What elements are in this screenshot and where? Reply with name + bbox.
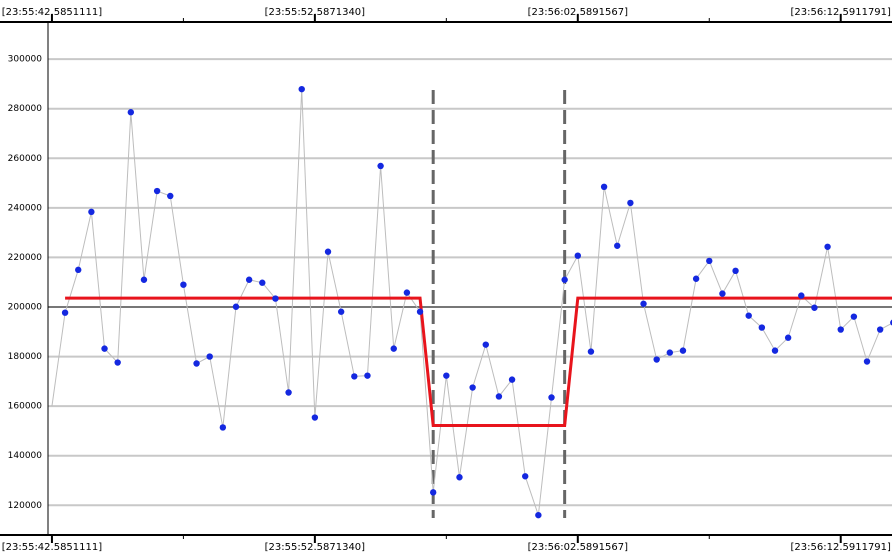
data-point xyxy=(666,349,674,356)
axes: 120000 140000 160000 180000 200000 220000 2400… xyxy=(0,7,892,553)
data-point xyxy=(61,309,69,316)
data-point xyxy=(324,248,332,255)
y-tick-label: 220000 xyxy=(8,253,43,263)
data-point xyxy=(692,275,700,282)
data-point xyxy=(732,267,739,275)
grid xyxy=(48,58,892,507)
data-point xyxy=(653,356,660,363)
data-point xyxy=(298,85,305,93)
segment-mean-line xyxy=(65,296,892,427)
data-point xyxy=(272,295,279,302)
data-point xyxy=(745,312,752,319)
data-point xyxy=(824,243,831,250)
data-point xyxy=(337,308,345,315)
data-point xyxy=(535,511,542,519)
data-point xyxy=(548,394,555,401)
data-point xyxy=(259,279,266,286)
data-point xyxy=(469,384,476,391)
data-point xyxy=(522,473,529,480)
x-tick-label: [23:56:12.5911791] xyxy=(791,542,892,553)
data-point xyxy=(811,304,818,311)
data-point xyxy=(232,303,240,310)
data-point xyxy=(561,276,568,283)
data-point xyxy=(390,345,397,352)
data-point xyxy=(153,187,161,195)
data-point xyxy=(706,257,713,265)
data-point xyxy=(863,358,871,365)
y-tick-label: 300000 xyxy=(8,55,43,65)
data-point xyxy=(850,313,858,320)
data-point xyxy=(876,326,884,333)
data-point xyxy=(771,347,779,354)
data-point xyxy=(587,348,595,355)
data-point xyxy=(206,353,213,360)
x-tick-label: [23:56:02.5891567] xyxy=(528,7,629,18)
data-point xyxy=(88,208,95,216)
data-point xyxy=(351,373,358,380)
data-point xyxy=(416,308,424,315)
data-point xyxy=(75,266,82,274)
x-tick-label: [23:56:02.5891567] xyxy=(528,542,629,553)
y-tick-label: 140000 xyxy=(8,451,43,461)
data-point xyxy=(101,345,108,352)
data-point xyxy=(193,360,200,367)
data-point xyxy=(364,372,371,379)
x-tick-label: [23:55:52.5871340] xyxy=(265,7,366,18)
data-point xyxy=(719,290,726,297)
x-tick-label: [23:56:12.5911791] xyxy=(791,7,892,18)
data-point xyxy=(798,292,805,299)
y-tick-label: 260000 xyxy=(8,154,43,164)
y-tick-label: 280000 xyxy=(8,104,43,114)
data-point xyxy=(837,326,844,333)
data-point xyxy=(429,489,437,496)
data-point xyxy=(167,192,174,200)
data-point xyxy=(377,162,384,170)
data-point xyxy=(508,376,516,383)
data-point xyxy=(574,252,582,259)
data-point xyxy=(679,347,687,354)
y-tick-label: 200000 xyxy=(8,303,43,313)
x-tick-label: [23:55:42.5851111] xyxy=(2,7,103,18)
data-point xyxy=(311,414,319,421)
data-point xyxy=(114,359,121,366)
data-point xyxy=(140,276,148,283)
data-point xyxy=(600,183,608,191)
data-point xyxy=(640,300,647,307)
data-point xyxy=(784,334,792,341)
data-point xyxy=(127,109,135,116)
data-point xyxy=(285,389,292,396)
data-point xyxy=(180,281,187,288)
x-tick-label: [23:55:52.5871340] xyxy=(265,542,366,553)
x-tick-label: [23:55:42.5851111] xyxy=(2,542,103,553)
data-point xyxy=(456,474,463,481)
y-tick-label: 180000 xyxy=(8,352,43,362)
data-point xyxy=(495,393,503,400)
data-point xyxy=(219,424,227,431)
y-tick-label: 160000 xyxy=(8,402,43,412)
data-point xyxy=(482,341,489,348)
y-tick-label: 120000 xyxy=(8,501,43,511)
plot-area xyxy=(51,85,892,519)
y-tick-label: 240000 xyxy=(8,203,43,213)
data-point xyxy=(443,372,450,379)
data-point xyxy=(627,199,634,207)
data-point xyxy=(403,289,411,296)
data-point xyxy=(614,242,621,249)
data-point xyxy=(758,324,766,331)
data-point xyxy=(245,276,253,283)
